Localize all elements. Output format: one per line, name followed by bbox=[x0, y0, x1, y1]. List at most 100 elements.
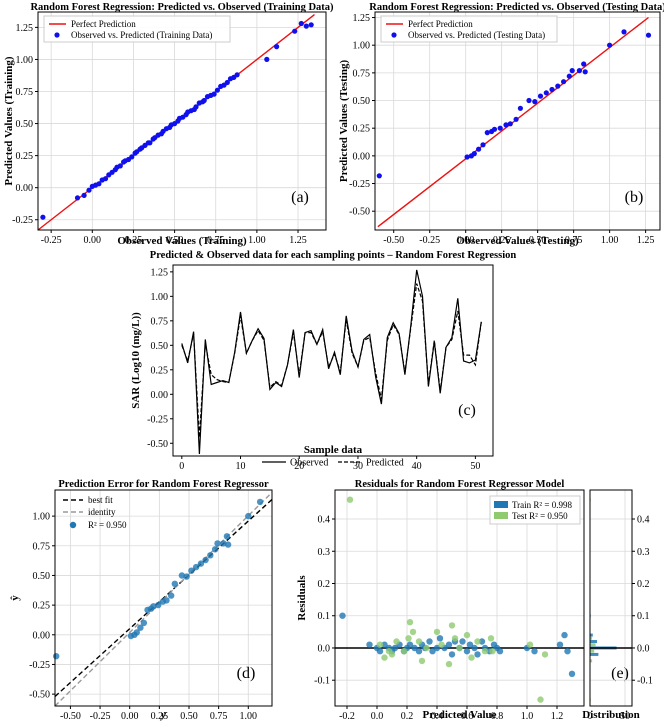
y-axis-label: ŷ bbox=[9, 595, 21, 601]
data-point bbox=[171, 580, 178, 587]
legend-box bbox=[380, 15, 558, 43]
x-tick-label: 0.4 bbox=[431, 711, 444, 722]
y-tick-label: 0.3 bbox=[318, 547, 331, 558]
panel-label: (b) bbox=[625, 189, 644, 206]
data-point bbox=[426, 638, 433, 645]
data-point bbox=[150, 603, 157, 610]
data-point bbox=[481, 648, 489, 655]
data-point bbox=[40, 214, 46, 220]
data-point bbox=[223, 533, 231, 540]
data-point bbox=[581, 61, 587, 67]
legend-label: identity bbox=[88, 507, 116, 517]
panel-label: (c) bbox=[458, 402, 476, 419]
legend-label: Perfect Prediction bbox=[408, 19, 473, 29]
x-tick-label: 0.25 bbox=[151, 711, 169, 722]
data-point bbox=[468, 654, 475, 661]
data-point bbox=[400, 648, 408, 655]
plot-frame bbox=[37, 11, 327, 231]
data-point bbox=[474, 638, 481, 645]
y-tick-label: 0.1 bbox=[637, 611, 650, 622]
data-point bbox=[245, 512, 252, 520]
data-point bbox=[381, 654, 388, 661]
data-point bbox=[568, 670, 576, 677]
data-point bbox=[555, 83, 561, 89]
legend-swatch bbox=[69, 521, 77, 529]
data-point bbox=[207, 552, 214, 559]
x-tick-label: 0.75 bbox=[207, 235, 225, 246]
y-tick-label: 1.25 bbox=[151, 267, 169, 278]
data-point bbox=[192, 563, 200, 571]
data-point bbox=[147, 140, 153, 146]
chart-title: Predicted & Observed data for each sampl… bbox=[150, 250, 517, 261]
y-tick-label: 1.25 bbox=[16, 23, 34, 34]
y-tick-label: 0.00 bbox=[151, 390, 169, 401]
data-point bbox=[541, 651, 549, 658]
x-tick-label: 0.50 bbox=[529, 235, 547, 246]
data-point bbox=[448, 622, 456, 629]
data-point bbox=[298, 20, 304, 27]
data-point bbox=[561, 79, 567, 85]
data-point bbox=[81, 192, 87, 198]
y-tick-label: 0.25 bbox=[33, 601, 51, 612]
legend-swatch bbox=[391, 32, 397, 38]
residual-distribution-panel: 0 50 -0.1 0.0 0.1 0.2 0.3 0.4 Distribution bbox=[582, 489, 653, 722]
legend-swatch bbox=[494, 512, 508, 519]
x-tick-label: 0 bbox=[588, 711, 593, 722]
y-tick-label: 0.00 bbox=[16, 183, 34, 194]
data-point bbox=[480, 142, 486, 148]
data-point bbox=[471, 644, 478, 652]
data-point bbox=[415, 648, 423, 655]
data-point bbox=[53, 653, 60, 660]
x-tick-label: 0.00 bbox=[121, 711, 139, 722]
x-tick-label: 0.00 bbox=[84, 235, 102, 246]
y-axis-label: Residuals bbox=[296, 575, 308, 621]
data-point bbox=[418, 657, 426, 665]
x-tick-label: 1.0 bbox=[521, 711, 534, 722]
x-axis-label: Observed Values (Testing) bbox=[456, 235, 579, 247]
data-point bbox=[429, 648, 436, 655]
data-point bbox=[224, 79, 230, 86]
data-point bbox=[543, 90, 549, 96]
series-line bbox=[377, 16, 649, 228]
y-tick-label: 0.00 bbox=[353, 151, 371, 162]
x-tick-label: 30 bbox=[353, 461, 363, 472]
data-point bbox=[183, 573, 190, 580]
x-tick-label: 0.2 bbox=[401, 711, 414, 722]
data-point bbox=[531, 648, 538, 655]
data-point bbox=[491, 126, 498, 132]
y-tick-label: 0.75 bbox=[353, 68, 371, 79]
x-axis-label: Predicted Value bbox=[422, 709, 496, 721]
x-axis-label: Distribution bbox=[582, 709, 639, 721]
y-tick-label: 1.00 bbox=[151, 292, 169, 303]
x-tick-label: 0.50 bbox=[166, 235, 184, 246]
data-point bbox=[487, 635, 495, 642]
y-tick-label: -0.1 bbox=[314, 676, 330, 687]
legend-label: Observed vs. Predicted (Training Data) bbox=[71, 30, 212, 40]
x-tick-label: 20 bbox=[294, 461, 304, 472]
data-point bbox=[489, 648, 496, 655]
y-tick-label: -0.25 bbox=[12, 215, 33, 226]
panel-label: (a) bbox=[291, 189, 309, 206]
data-point bbox=[433, 628, 441, 636]
legend-label: Perfect Prediction bbox=[71, 19, 136, 29]
y-tick-label: -0.50 bbox=[29, 690, 50, 701]
data-point bbox=[214, 87, 220, 93]
panel-d: -0.50 -0.25 0.00 0.25 0.50 0.75 1.00 -0.50 -0.25… bbox=[9, 479, 273, 722]
data-point bbox=[211, 91, 217, 97]
data-point bbox=[168, 592, 175, 599]
data-point bbox=[96, 181, 102, 187]
data-point bbox=[117, 163, 123, 169]
y-axis-label: SAR (Log10 (mg/L)) bbox=[130, 312, 142, 409]
legend-box bbox=[489, 495, 581, 525]
panel-e: -0.2 0.0 0.2 0.4 0.6 0.8 1.0 1.2 -0.1 0.0 0.1 0.2 0.… bbox=[296, 479, 653, 722]
data-point bbox=[391, 644, 399, 652]
series-line-predicted bbox=[181, 283, 482, 438]
data-point bbox=[513, 116, 519, 122]
data-point bbox=[576, 68, 583, 74]
x-tick-label: -0.50 bbox=[383, 235, 404, 246]
data-point bbox=[197, 560, 205, 567]
x-tick-label: 1.25 bbox=[289, 235, 307, 246]
y-tick-label: 0.50 bbox=[353, 96, 371, 107]
legend-label: Observed bbox=[290, 458, 328, 469]
x-tick-label: 0.25 bbox=[493, 235, 511, 246]
